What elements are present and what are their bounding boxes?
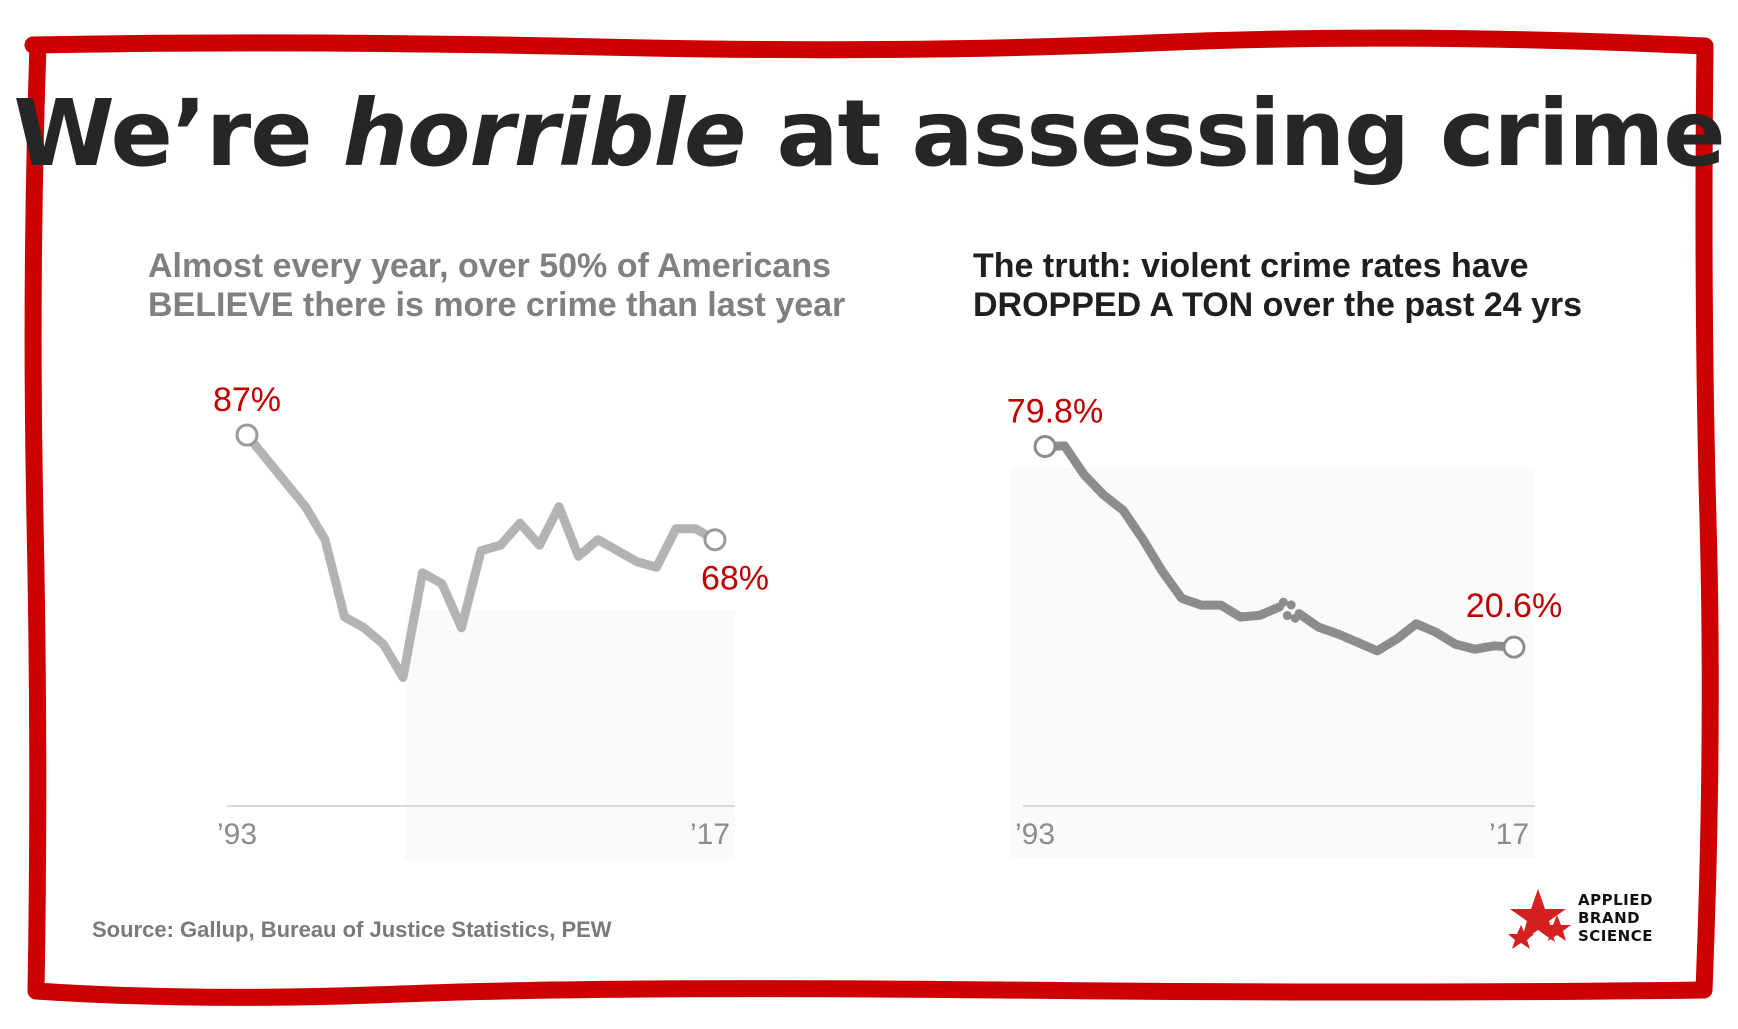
x-tick-label-end: ’17 <box>1489 818 1529 851</box>
break-dot <box>1282 611 1292 621</box>
end-value-label: 20.6% <box>1466 587 1562 625</box>
series-line-segment <box>242 430 720 682</box>
perception-line-chart: ’93 ’17 87% 68% <box>213 381 769 860</box>
x-tick-label-start: ’93 <box>217 818 257 851</box>
applied-brand-science-logo: APPLIED BRAND SCIENCE <box>1505 885 1680 955</box>
end-point-marker <box>703 528 727 552</box>
series-line-segment <box>1294 609 1519 656</box>
right-subtitle-line2: DROPPED A TON over the past 24 yrs <box>973 286 1583 324</box>
left-chart-subtitle: Almost every year, over 50% of Americans… <box>148 247 845 325</box>
end-point-marker <box>1502 635 1526 659</box>
chart-background-panel <box>1010 468 1535 858</box>
x-tick-label-start: ’93 <box>1015 818 1055 851</box>
break-dot <box>1286 600 1296 610</box>
logo-line3: SCIENCE <box>1578 927 1653 945</box>
series-line-segment <box>1040 441 1284 622</box>
star-logo-icon <box>1508 889 1571 949</box>
end-value-label: 68% <box>701 560 769 598</box>
left-subtitle-line2: BELIEVE there is more crime than last ye… <box>148 286 846 324</box>
right-subtitle-line1: The truth: violent crime rates have <box>973 247 1529 285</box>
logo-line2: BRAND <box>1578 909 1641 927</box>
chart-background-panel <box>405 610 735 860</box>
title-emphasis: horrible <box>342 80 747 187</box>
page-title: We’re horrible at assessing crime <box>13 80 1725 187</box>
right-chart-subtitle: The truth: violent crime rates have DROP… <box>973 247 1582 325</box>
start-value-label: 79.8% <box>1007 395 1103 431</box>
left-subtitle-line1: Almost every year, over 50% of Americans <box>148 247 831 285</box>
x-tick-label-end: ’17 <box>690 818 730 851</box>
logo-line1: APPLIED <box>1578 891 1653 909</box>
start-value-label: 87% <box>213 381 281 419</box>
start-point-marker <box>1033 435 1057 459</box>
start-point-marker <box>235 423 259 447</box>
source-note: Source: Gallup, Bureau of Justice Statis… <box>92 917 612 942</box>
violent-crime-line-chart: ’93 ’17 79.8% 20.6% <box>1007 395 1562 858</box>
